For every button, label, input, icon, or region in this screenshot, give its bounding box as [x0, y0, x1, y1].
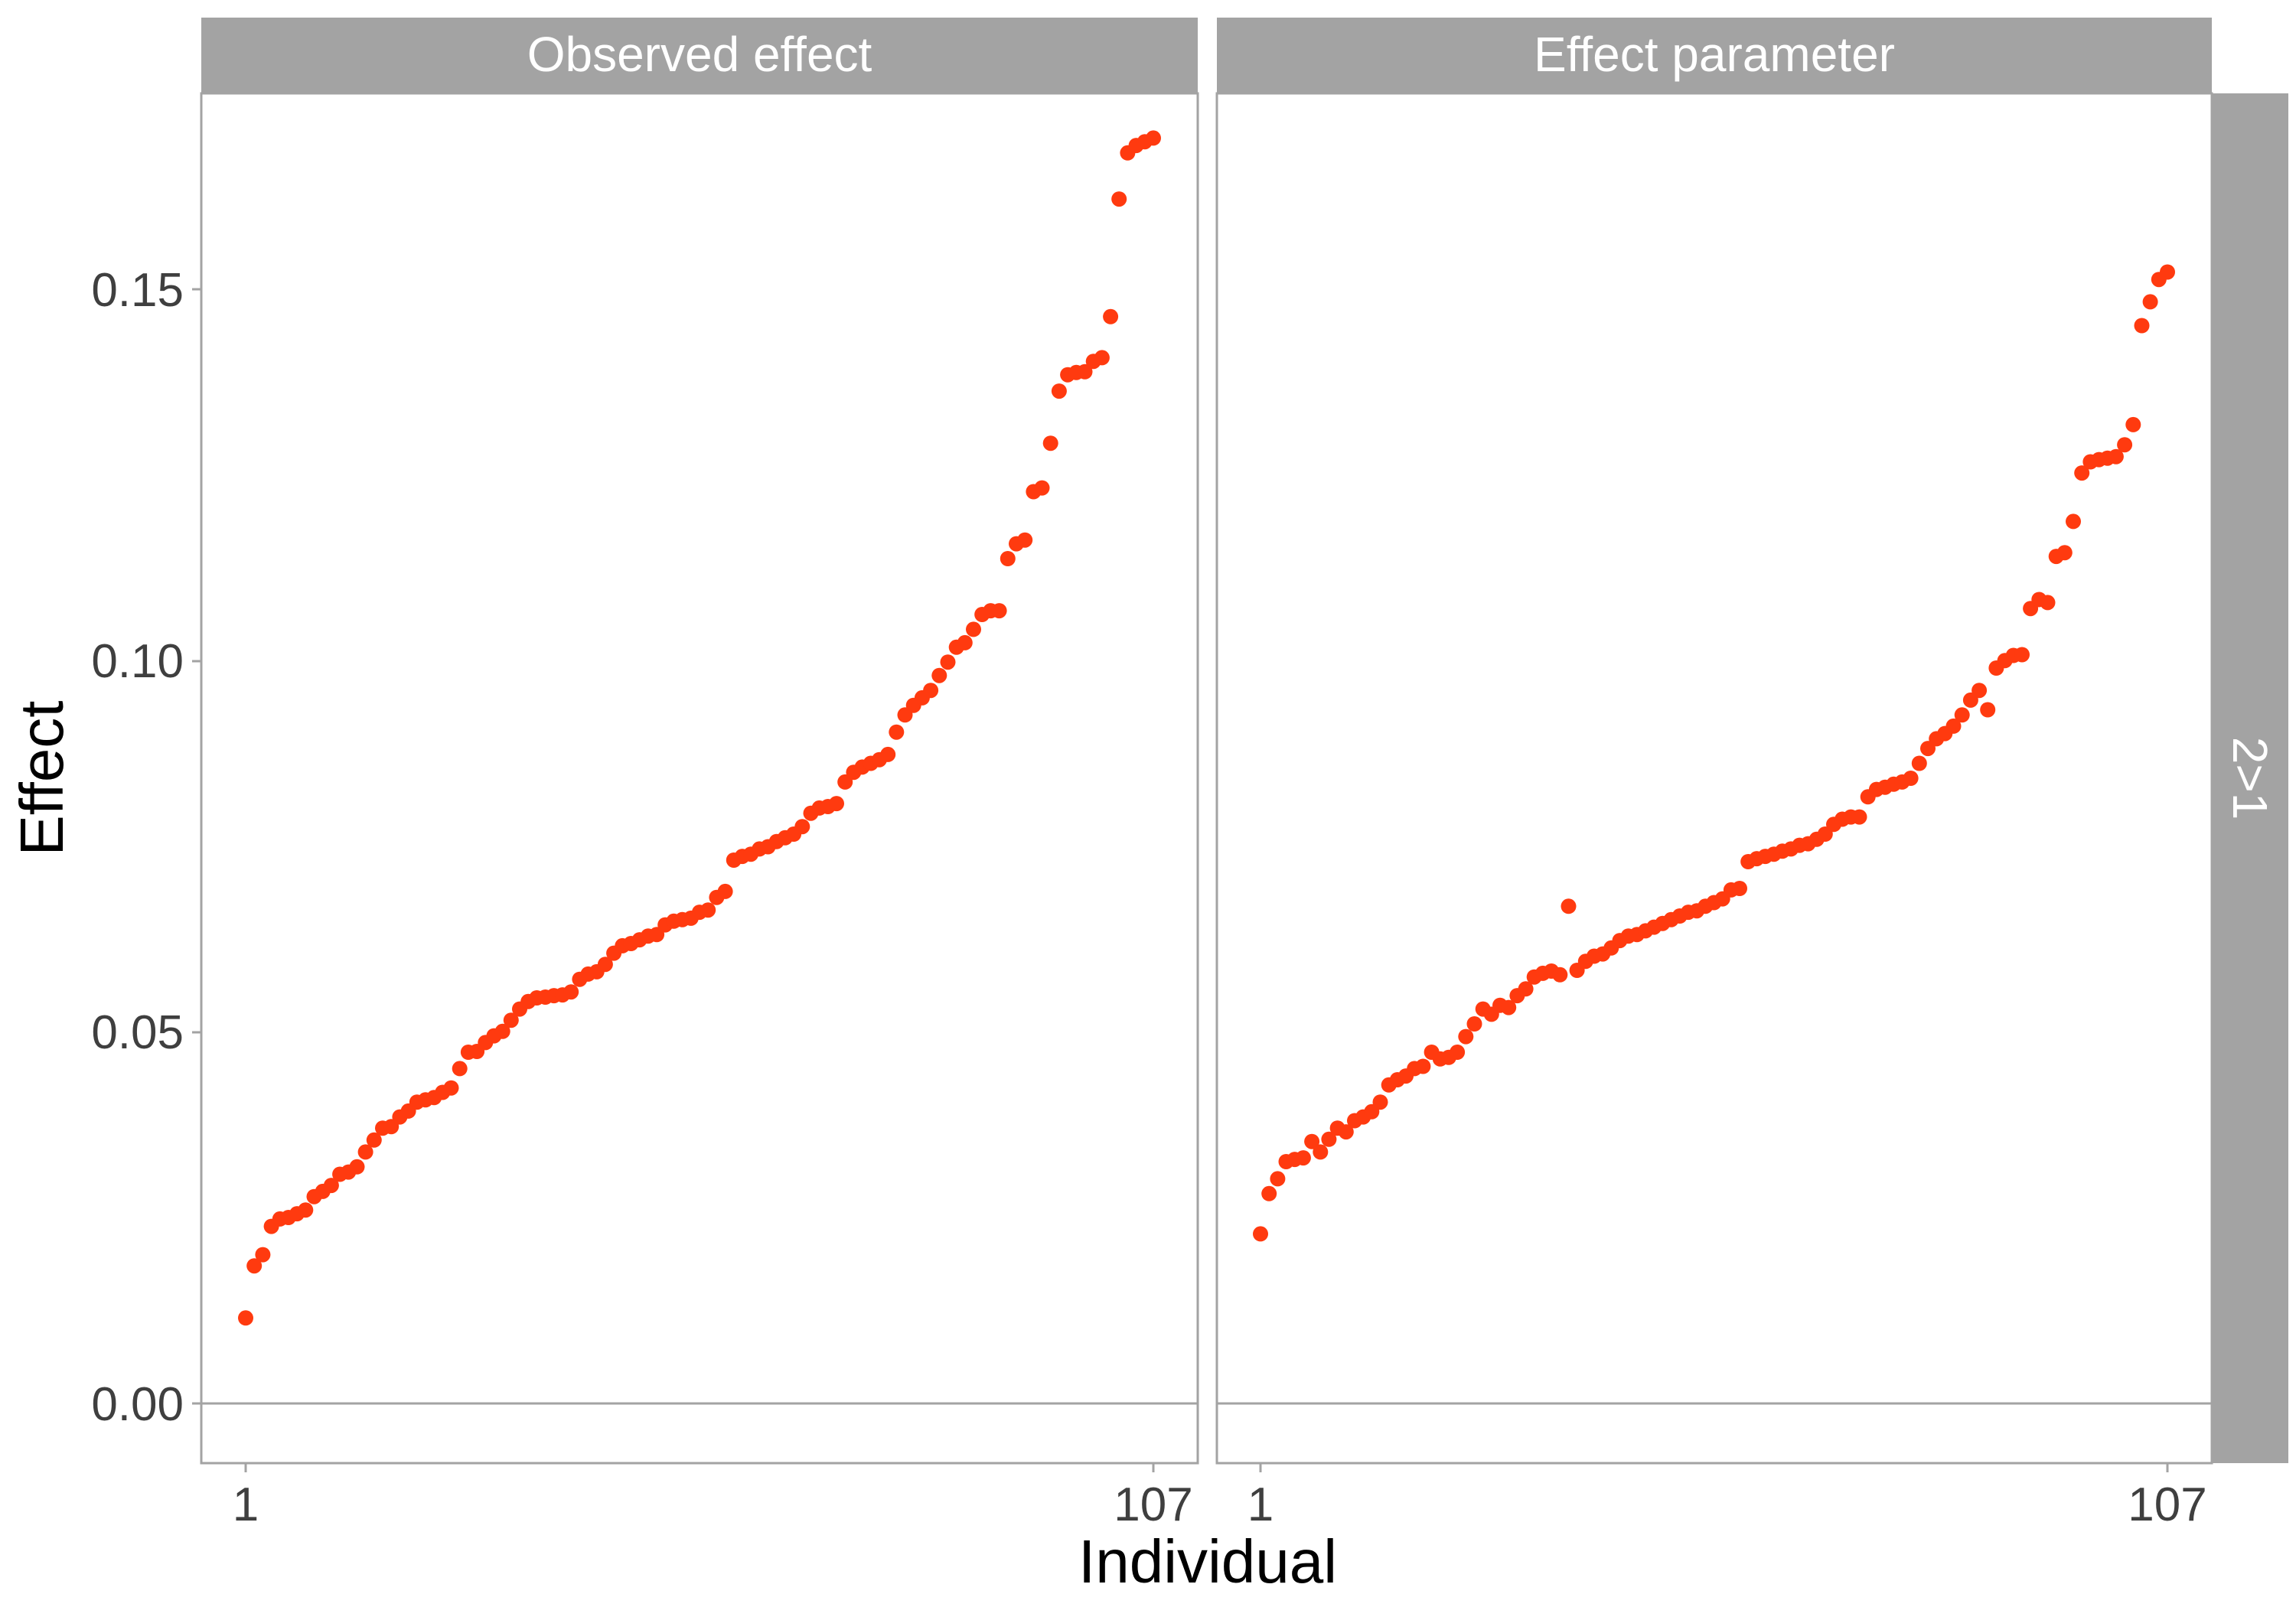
- data-point: [1450, 1045, 1466, 1060]
- row-strip-label: 2>1: [2223, 737, 2278, 820]
- row-strip: [2212, 93, 2288, 1463]
- data-point: [1017, 532, 1033, 548]
- data-point: [889, 724, 905, 740]
- y-tick-label: 0.15: [91, 264, 184, 317]
- data-point: [1338, 1124, 1354, 1140]
- data-point: [366, 1132, 382, 1148]
- data-point: [1313, 1144, 1329, 1160]
- data-point: [1051, 383, 1067, 399]
- data-point: [2066, 513, 2081, 530]
- data-point: [1000, 551, 1016, 566]
- data-point: [2142, 294, 2158, 310]
- data-point: [1466, 1016, 1482, 1032]
- data-point: [2117, 437, 2133, 453]
- data-point: [991, 603, 1007, 619]
- data-point: [1458, 1028, 1474, 1045]
- data-point: [1261, 1185, 1277, 1201]
- data-point: [1077, 363, 1093, 380]
- data-point: [1851, 809, 1867, 825]
- x-tick-label: 1: [1247, 1478, 1274, 1531]
- data-point: [1253, 1226, 1268, 1242]
- data-point: [1103, 308, 1119, 324]
- data-point: [2014, 647, 2030, 663]
- data-point: [940, 654, 956, 670]
- y-tick-label: 0.00: [91, 1378, 184, 1431]
- data-point: [443, 1080, 459, 1096]
- data-point: [1270, 1171, 1286, 1187]
- data-point: [957, 634, 973, 650]
- data-point: [1971, 683, 1988, 699]
- data-point: [238, 1310, 253, 1326]
- data-point: [323, 1178, 339, 1194]
- data-point: [1042, 435, 1058, 451]
- data-point: [931, 667, 947, 683]
- data-point: [2108, 448, 2124, 464]
- y-tick-label: 0.05: [91, 1006, 184, 1059]
- x-tick-label: 107: [1114, 1478, 1192, 1531]
- data-point: [1146, 130, 1161, 146]
- data-point: [923, 683, 939, 699]
- panel-effect-parameter: [1215, 92, 2213, 1465]
- panel-observed-effect: [200, 92, 1199, 1465]
- data-point: [1561, 898, 1577, 914]
- data-point: [1094, 350, 1110, 366]
- y-tick-label: 0.10: [91, 635, 184, 688]
- data-point: [1911, 755, 1927, 771]
- data-point: [794, 819, 810, 835]
- y-axis-title: Effect: [8, 700, 76, 856]
- x-tick-label: 1: [233, 1478, 259, 1531]
- data-point: [1321, 1131, 1337, 1147]
- x-tick-label: 107: [2128, 1478, 2206, 1531]
- data-point: [494, 1023, 510, 1039]
- x-axis: 1 107 1 107: [233, 1463, 2207, 1531]
- data-point: [357, 1144, 373, 1160]
- data-point: [1945, 718, 1962, 734]
- data-point: [1552, 966, 1568, 983]
- facet-strip-label-observed-effect: Observed effect: [527, 27, 872, 82]
- data-point: [700, 902, 716, 918]
- y-axis: 0.00 0.05 0.10 0.15: [91, 264, 201, 1431]
- data-point: [2074, 465, 2090, 481]
- data-point: [1372, 1094, 1388, 1110]
- data-point: [880, 746, 896, 762]
- data-point: [349, 1159, 365, 1175]
- data-point: [1295, 1150, 1311, 1166]
- data-point: [1954, 707, 1970, 723]
- points-observed-effect: [238, 130, 1161, 1326]
- data-point: [1034, 480, 1050, 496]
- data-point: [966, 621, 981, 637]
- facet-strip-label-effect-parameter: Effect parameter: [1534, 27, 1895, 82]
- data-point: [503, 1012, 519, 1028]
- data-point: [1732, 881, 1747, 896]
- data-point: [1518, 981, 1534, 997]
- data-point: [452, 1061, 468, 1077]
- data-point: [246, 1258, 263, 1274]
- data-point: [1501, 999, 1517, 1015]
- facet-strip-effect-parameter: [1217, 18, 2212, 93]
- data-point: [2040, 595, 2056, 611]
- data-point: [255, 1247, 271, 1263]
- data-point: [597, 957, 613, 973]
- data-point: [1903, 771, 1919, 786]
- x-axis-title: Individual: [1078, 1527, 1337, 1596]
- data-point: [2160, 264, 2175, 280]
- data-point: [829, 796, 844, 812]
- data-point: [717, 883, 733, 899]
- data-point: [2125, 416, 2141, 432]
- points-effect-parameter: [1253, 264, 2175, 1242]
- data-point: [2134, 318, 2150, 334]
- data-point: [298, 1202, 314, 1218]
- facet-strip-observed-effect: [201, 18, 1198, 93]
- data-point: [1980, 702, 1996, 718]
- data-point: [1111, 191, 1127, 207]
- data-point: [1415, 1058, 1431, 1074]
- data-point: [563, 984, 579, 1000]
- data-point: [1304, 1133, 1320, 1149]
- data-point: [2056, 545, 2073, 561]
